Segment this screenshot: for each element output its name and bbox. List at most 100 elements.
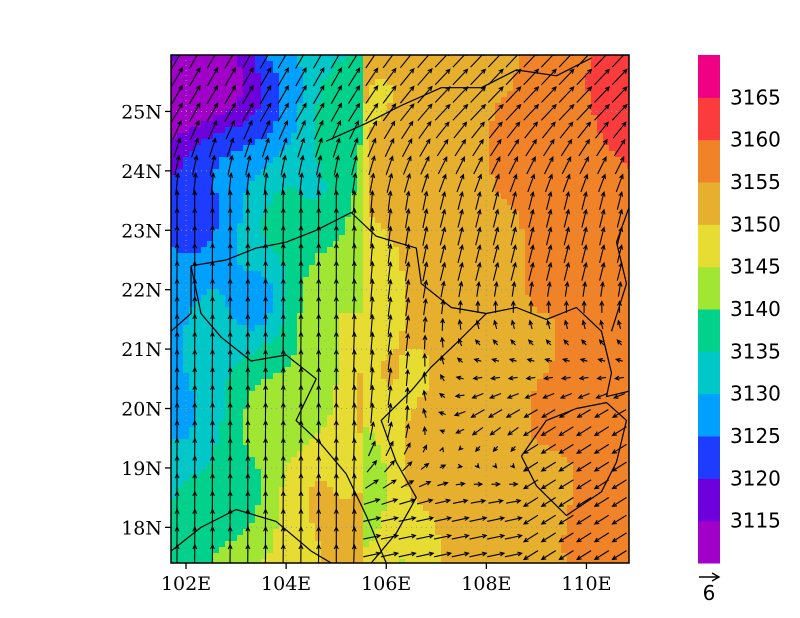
- field-cell: [501, 145, 508, 152]
- field-cell: [195, 121, 202, 128]
- field-cell: [453, 271, 460, 278]
- field-cell: [243, 319, 250, 326]
- field-cell: [231, 133, 238, 140]
- field-cell: [609, 367, 616, 374]
- field-cell: [501, 97, 508, 104]
- field-cell: [261, 337, 268, 344]
- field-cell: [399, 169, 406, 176]
- field-cell: [273, 343, 280, 350]
- field-cell: [603, 247, 610, 254]
- field-cell: [573, 91, 580, 98]
- field-cell: [177, 199, 184, 206]
- field-cell: [429, 361, 436, 368]
- field-cell: [213, 433, 220, 440]
- field-cell: [363, 181, 370, 188]
- field-cell: [177, 235, 184, 242]
- field-cell: [465, 355, 472, 362]
- field-cell: [477, 415, 484, 422]
- field-cell: [465, 151, 472, 158]
- field-cell: [393, 373, 400, 380]
- field-cell: [441, 247, 448, 254]
- field-cell: [459, 289, 466, 296]
- field-cell: [243, 151, 250, 158]
- field-cell: [255, 73, 262, 80]
- field-cell: [333, 151, 340, 158]
- field-cell: [267, 301, 274, 308]
- field-cell: [351, 85, 358, 92]
- field-cell: [405, 169, 412, 176]
- field-cell: [321, 283, 328, 290]
- field-cell: [453, 127, 460, 134]
- field-cell: [363, 235, 370, 242]
- field-cell: [267, 259, 274, 266]
- field-cell: [363, 307, 370, 314]
- field-cell: [231, 349, 238, 356]
- field-cell: [555, 151, 562, 158]
- field-cell: [447, 109, 454, 116]
- field-cell: [273, 361, 280, 368]
- field-cell: [441, 193, 448, 200]
- field-cell: [465, 433, 472, 440]
- field-cell: [405, 241, 412, 248]
- field-cell: [489, 295, 496, 302]
- field-cell: [291, 85, 298, 92]
- field-cell: [507, 115, 514, 122]
- field-cell: [369, 61, 376, 68]
- field-cell: [249, 379, 256, 386]
- field-cell: [459, 163, 466, 170]
- field-cell: [345, 439, 352, 446]
- field-cell: [321, 415, 328, 422]
- field-cell: [207, 181, 214, 188]
- field-cell: [381, 409, 388, 416]
- field-cell: [309, 421, 316, 428]
- field-cell: [429, 295, 436, 302]
- field-cell: [327, 67, 334, 74]
- field-cell: [537, 373, 544, 380]
- field-cell: [495, 91, 502, 98]
- field-cell: [291, 403, 298, 410]
- field-cell: [435, 379, 442, 386]
- field-cell: [375, 163, 382, 170]
- field-cell: [591, 427, 598, 434]
- field-cell: [591, 55, 598, 62]
- field-cell: [495, 349, 502, 356]
- field-cell: [543, 433, 550, 440]
- field-cell: [297, 373, 304, 380]
- field-cell: [579, 427, 586, 434]
- field-cell: [399, 157, 406, 164]
- field-cell: [285, 151, 292, 158]
- field-cell: [309, 427, 316, 434]
- field-cell: [483, 121, 490, 128]
- field-cell: [573, 379, 580, 386]
- field-cell: [375, 247, 382, 254]
- field-cell: [399, 271, 406, 278]
- field-cell: [195, 91, 202, 98]
- field-cell: [183, 61, 190, 68]
- field-cell: [255, 181, 262, 188]
- field-cell: [291, 73, 298, 80]
- field-cell: [303, 115, 310, 122]
- field-cell: [315, 157, 322, 164]
- field-cell: [471, 145, 478, 152]
- field-cell: [189, 139, 196, 146]
- field-cell: [411, 259, 418, 266]
- field-cell: [453, 403, 460, 410]
- field-cell: [597, 67, 604, 74]
- field-cell: [393, 79, 400, 86]
- field-cell: [597, 403, 604, 410]
- field-cell: [597, 85, 604, 92]
- field-cell: [231, 127, 238, 134]
- field-cell: [213, 229, 220, 236]
- field-cell: [357, 187, 364, 194]
- field-cell: [267, 211, 274, 218]
- field-cell: [483, 439, 490, 446]
- field-cell: [609, 355, 616, 362]
- field-cell: [447, 193, 454, 200]
- field-cell: [423, 313, 430, 320]
- field-cell: [621, 325, 628, 332]
- field-cell: [375, 193, 382, 200]
- field-cell: [549, 367, 556, 374]
- field-cell: [603, 109, 610, 116]
- field-cell: [225, 163, 232, 170]
- field-cell: [207, 199, 214, 206]
